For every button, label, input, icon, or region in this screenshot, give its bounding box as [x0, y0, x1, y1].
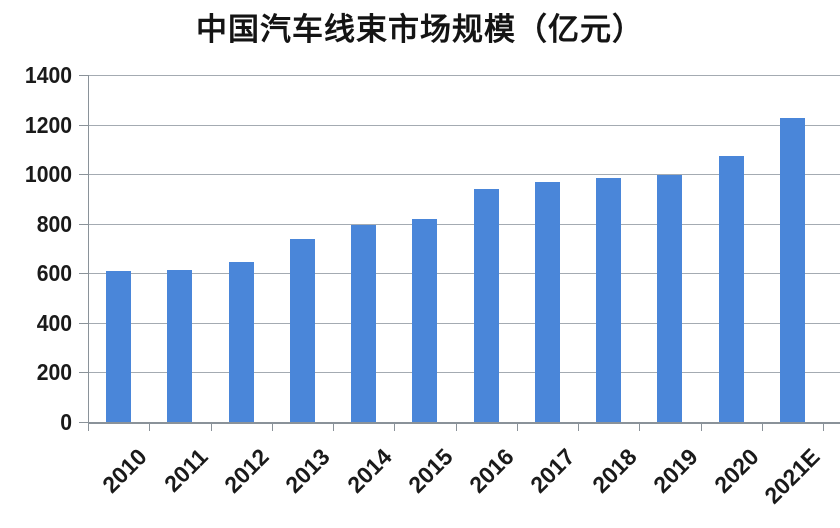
- bar-2020: [718, 155, 744, 422]
- x-axis-tick: [700, 422, 702, 431]
- bar-2019: [657, 175, 683, 422]
- y-axis-line: [88, 75, 89, 422]
- x-axis-label: 2010: [96, 443, 152, 498]
- y-axis-label: 200: [36, 359, 72, 386]
- bar-2016: [473, 189, 499, 422]
- y-gridline: [88, 223, 840, 225]
- x-axis-label: 2017: [525, 443, 581, 498]
- y-gridline: [88, 273, 840, 275]
- y-axis-tick: [79, 174, 88, 176]
- x-axis-tick: [333, 422, 334, 431]
- x-axis-label: 2011: [158, 443, 213, 497]
- bar-2013: [289, 238, 315, 422]
- y-axis-tick: [79, 322, 88, 324]
- x-axis-tick: [761, 422, 763, 431]
- bar-2010: [106, 270, 132, 422]
- y-axis-label: 0: [60, 409, 72, 435]
- y-axis-label: 1200: [24, 111, 73, 138]
- x-axis-tick: [455, 422, 457, 431]
- x-axis-tick: [88, 422, 89, 431]
- x-axis-tick: [394, 422, 396, 431]
- y-axis-tick: [79, 273, 88, 275]
- x-axis-label: 2019: [647, 443, 703, 498]
- x-axis-tick: [639, 422, 641, 431]
- y-axis-tick: [79, 372, 88, 374]
- x-axis-tick: [149, 422, 151, 431]
- x-axis-label: 2021E: [759, 443, 826, 509]
- bar-2011: [167, 269, 193, 422]
- y-axis-label: 800: [36, 210, 72, 237]
- bar-2017: [534, 181, 560, 422]
- y-gridline: [88, 124, 840, 126]
- y-axis-label: 1400: [24, 62, 73, 88]
- x-axis-label: 2014: [341, 443, 397, 498]
- x-axis-tick: [578, 422, 579, 431]
- bar-2014: [351, 224, 377, 422]
- x-axis-tick: [823, 422, 824, 431]
- x-axis-label: 2013: [280, 443, 336, 498]
- x-axis-label: 2016: [464, 443, 519, 498]
- y-axis-tick: [79, 422, 88, 423]
- x-axis-tick: [516, 422, 518, 431]
- y-gridline: [88, 322, 840, 324]
- x-axis-label: 2020: [709, 443, 764, 498]
- y-gridline: [88, 75, 840, 76]
- y-gridline: [88, 174, 840, 176]
- x-axis-label: 2012: [219, 443, 274, 498]
- chart-title: 中国汽车线束市场规模（亿元）: [196, 12, 644, 47]
- y-gridline: [88, 372, 840, 374]
- x-axis-tick: [210, 422, 212, 431]
- y-axis-label: 1000: [24, 161, 73, 188]
- x-axis-label: 2018: [586, 443, 642, 498]
- x-axis-tick: [271, 422, 273, 431]
- y-axis-tick: [79, 223, 88, 225]
- bar-2018: [596, 177, 622, 422]
- y-axis-tick: [79, 124, 88, 126]
- y-axis-label: 400: [36, 309, 72, 336]
- bar-2021E: [779, 118, 805, 422]
- y-axis-tick: [79, 75, 88, 76]
- x-axis-label: 2015: [402, 443, 458, 498]
- bar-2012: [228, 262, 254, 422]
- y-axis-label: 600: [36, 260, 72, 287]
- x-axis-line: [88, 422, 840, 424]
- bar-2015: [412, 218, 438, 422]
